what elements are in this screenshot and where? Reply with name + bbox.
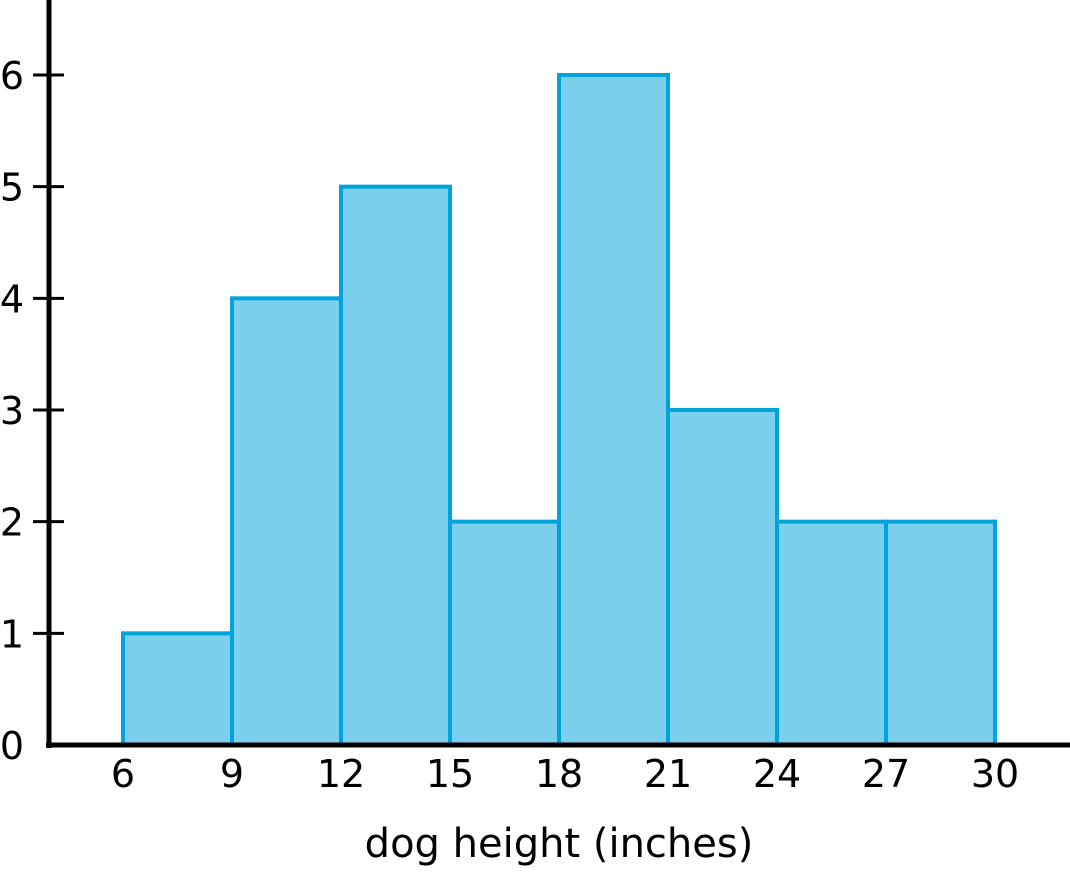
histogram-bar [121, 631, 234, 747]
y-tick-label: 1 [0, 612, 24, 656]
x-axis-label: dog height (inches) [365, 821, 754, 867]
histogram-bar [448, 519, 561, 748]
x-tick-label: 12 [317, 752, 365, 796]
histogram-bar [666, 408, 779, 747]
x-tick-label: 27 [862, 752, 910, 796]
x-tick-label: 15 [426, 752, 474, 796]
x-axis-ticks: 6 9 12 15 18 21 24 27 30 [111, 752, 1019, 796]
x-tick-label: 30 [971, 752, 1019, 796]
x-tick-label: 18 [535, 752, 583, 796]
histogram-bar [884, 519, 997, 748]
x-tick-label: 9 [220, 752, 244, 796]
histogram-bar [775, 519, 888, 748]
y-tick-label: 5 [0, 166, 24, 210]
y-tick-label: 3 [0, 389, 24, 433]
histogram-bar [557, 73, 670, 747]
y-tick-label: 4 [0, 277, 24, 321]
histogram-bar [230, 296, 343, 747]
bars-group [121, 73, 997, 748]
x-tick-label: 6 [111, 752, 135, 796]
y-tick-label: 2 [0, 501, 24, 545]
x-tick-label: 24 [753, 752, 801, 796]
histogram-bar [339, 184, 452, 747]
y-tick-label: 6 [0, 54, 24, 98]
y-axis-ticks: 0 1 2 3 4 5 6 [0, 54, 64, 768]
y-tick-label: 0 [0, 724, 24, 768]
x-tick-label: 21 [644, 752, 692, 796]
